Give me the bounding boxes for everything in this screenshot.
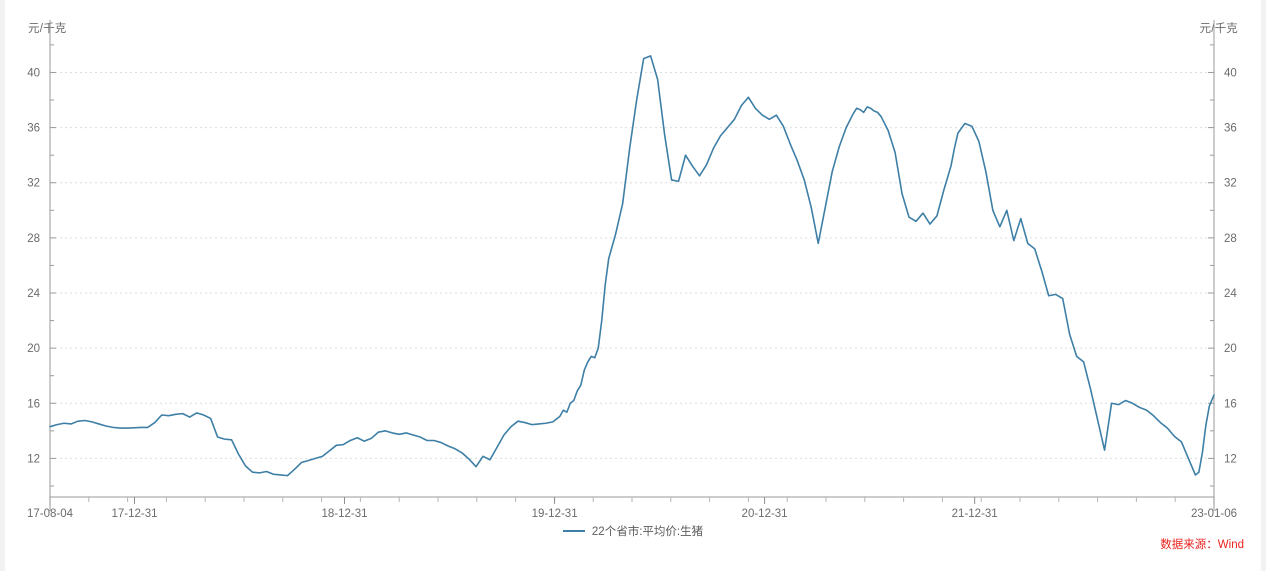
y-tick-label-right-16: 16 — [1224, 398, 1237, 410]
y-tick-label-left-32: 32 — [27, 178, 40, 190]
y-tick-label-right-40: 40 — [1224, 67, 1237, 79]
chart-legend: 22个省市:平均价:生猪 — [0, 523, 1266, 539]
series-line-1 — [49, 55, 1215, 477]
x-tick-label-19-12-31: 19-12-31 — [532, 508, 578, 520]
x-tick-label-21-12-31: 21-12-31 — [952, 508, 998, 520]
y-tick-label-right-28: 28 — [1224, 233, 1237, 245]
y-tick-label-left-12: 12 — [27, 453, 40, 465]
left-axis-unit-label: 元/千克 — [28, 23, 67, 35]
y-tick-label-right-32: 32 — [1224, 178, 1237, 190]
y-tick-label-left-16: 16 — [27, 398, 40, 410]
x-tick-label-23-01-06: 23-01-06 — [1191, 508, 1237, 520]
legend-label-series-1: 22个省市:平均价:生猪 — [591, 526, 704, 538]
left-frame-edge — [0, 0, 5, 571]
x-tick-label-17-08-04: 17-08-04 — [27, 508, 74, 520]
y-tick-label-left-36: 36 — [27, 123, 40, 135]
y-tick-label-left-20: 20 — [27, 343, 40, 355]
x-tick-label-17-12-31: 17-12-31 — [111, 508, 157, 520]
legend-swatch-series-1 — [562, 529, 585, 533]
right-frame-edge — [1261, 0, 1266, 571]
y-tick-label-left-40: 40 — [27, 67, 40, 79]
y-tick-label-left-28: 28 — [27, 233, 40, 245]
y-tick-label-right-20: 20 — [1224, 343, 1237, 355]
x-tick-label-18-12-31: 18-12-31 — [321, 508, 367, 520]
y-tick-label-right-36: 36 — [1224, 123, 1237, 135]
y-tick-label-right-12: 12 — [1224, 453, 1237, 465]
y-tick-label-right-24: 24 — [1224, 288, 1237, 300]
right-axis-unit-label: 元/千克 — [1199, 23, 1238, 35]
y-tick-label-left-24: 24 — [27, 288, 40, 300]
x-tick-label-20-12-31: 20-12-31 — [742, 508, 788, 520]
data-source-label: 数据来源：Wind — [1160, 539, 1244, 551]
